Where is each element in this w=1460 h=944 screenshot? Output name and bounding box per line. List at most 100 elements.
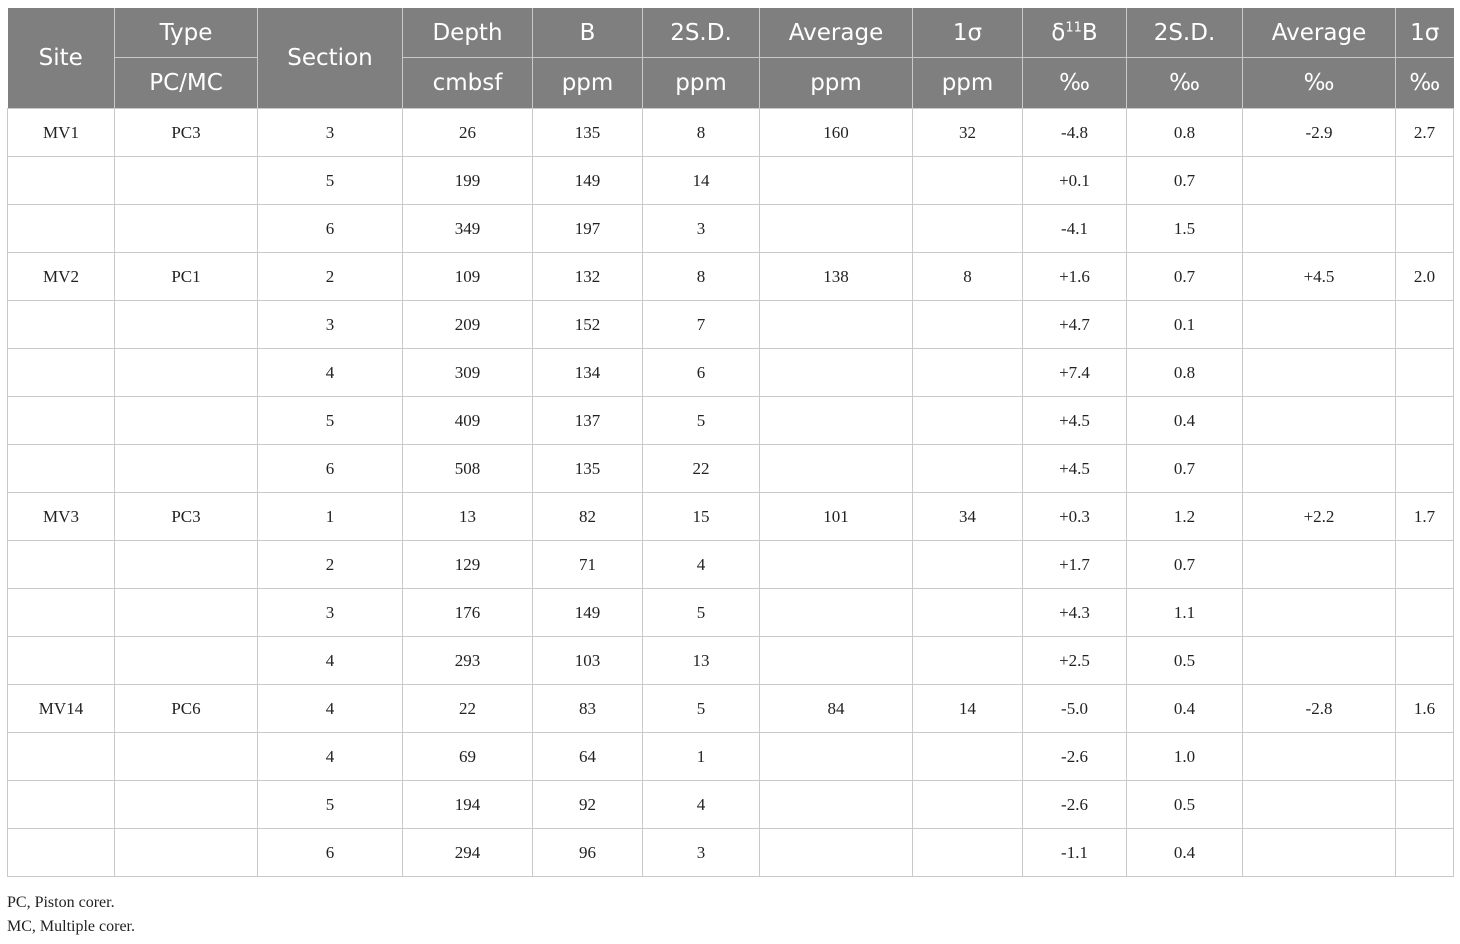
cell-type: PC6 [114,684,258,733]
cell-sd-d11b: 0.8 [1126,108,1243,157]
cell-section: 5 [257,396,403,445]
cell-type [114,780,258,829]
footnote-mc: MC, Multiple corer. [7,918,135,935]
cell-d11b: +2.5 [1022,636,1127,685]
cell-b: 149 [532,588,643,637]
cell-site [7,156,115,205]
cell-section: 3 [257,588,403,637]
header-sigma-d11b: 1σ [1395,8,1454,58]
cell-site [7,636,115,685]
header-sigma-d11b-unit: ‰ [1395,57,1454,109]
cell-sigma-b: 34 [912,492,1023,541]
cell-sd-d11b: 0.4 [1126,684,1243,733]
cell-average-b: 101 [759,492,913,541]
header-type: Type [114,8,258,58]
cell-sigma-d11b [1395,444,1454,493]
header-sigma-b: 1σ [912,8,1023,58]
cell-sigma-b: 14 [912,684,1023,733]
cell-sd-b: 6 [642,348,760,397]
cell-average-b: 160 [759,108,913,157]
cell-section: 3 [257,300,403,349]
cell-average-d11b [1242,636,1396,685]
footnotes: PC, Piston corer. MC, Multiple corer. [7,891,135,939]
cell-d11b: +7.4 [1022,348,1127,397]
cell-average-d11b [1242,588,1396,637]
cell-sigma-b [912,204,1023,253]
header-d11b: δ11B [1022,8,1127,58]
cell-average-b [759,636,913,685]
header-site: Site [7,8,115,109]
cell-site: MV14 [7,684,115,733]
cell-sigma-d11b [1395,588,1454,637]
cell-site [7,348,115,397]
cell-section: 5 [257,780,403,829]
cell-section: 2 [257,540,403,589]
cell-sd-b: 3 [642,204,760,253]
cell-sd-b: 8 [642,252,760,301]
cell-d11b: +1.7 [1022,540,1127,589]
cell-section: 6 [257,828,403,877]
cell-average-d11b [1242,780,1396,829]
cell-d11b: -4.8 [1022,108,1127,157]
cell-sigma-b [912,396,1023,445]
cell-b: 92 [532,780,643,829]
cell-average-b: 84 [759,684,913,733]
cell-average-b [759,348,913,397]
cell-b: 71 [532,540,643,589]
header-sd-d11b-unit: ‰ [1126,57,1243,109]
table-row: 5 199 149 14 +0.1 0.7 [7,156,1454,205]
cell-type [114,204,258,253]
table-row: 6 349 197 3 -4.1 1.5 [7,204,1454,253]
cell-average-d11b: -2.8 [1242,684,1396,733]
cell-sigma-b [912,156,1023,205]
cell-average-d11b: +4.5 [1242,252,1396,301]
cell-type [114,588,258,637]
cell-site: MV3 [7,492,115,541]
header-average-d11b: Average [1242,8,1396,58]
header-sd-b-unit: ppm [642,57,760,109]
header-section: Section [257,8,403,109]
cell-average-b: 138 [759,252,913,301]
cell-b: 82 [532,492,643,541]
cell-average-d11b [1242,828,1396,877]
cell-type [114,300,258,349]
cell-sd-b: 8 [642,108,760,157]
header-depth-unit: cmbsf [402,57,533,109]
cell-site [7,300,115,349]
cell-average-d11b [1242,540,1396,589]
cell-site [7,444,115,493]
cell-average-b [759,732,913,781]
cell-sd-b: 15 [642,492,760,541]
cell-sd-b: 5 [642,396,760,445]
cell-sd-b: 1 [642,732,760,781]
cell-average-d11b: -2.9 [1242,108,1396,157]
cell-sd-b: 5 [642,684,760,733]
cell-section: 5 [257,156,403,205]
table-row: MV2 PC1 2 109 132 8 138 8 +1.6 0.7 +4.5 2.0 [7,252,1454,301]
cell-b: 135 [532,108,643,157]
table-row: 4 293 103 13 +2.5 0.5 [7,636,1454,685]
cell-sd-b: 13 [642,636,760,685]
table-row: 6 294 96 3 -1.1 0.4 [7,828,1454,877]
cell-sigma-d11b [1395,396,1454,445]
cell-sd-b: 3 [642,828,760,877]
cell-sigma-d11b [1395,540,1454,589]
cell-depth: 409 [402,396,533,445]
cell-sd-b: 14 [642,156,760,205]
cell-average-b [759,780,913,829]
cell-depth: 293 [402,636,533,685]
table-row: 5 194 92 4 -2.6 0.5 [7,780,1454,829]
cell-sd-d11b: 0.7 [1126,540,1243,589]
header-average-b-unit: ppm [759,57,913,109]
cell-sigma-b [912,780,1023,829]
cell-b: 149 [532,156,643,205]
cell-type [114,828,258,877]
cell-section: 6 [257,444,403,493]
cell-site [7,780,115,829]
cell-site [7,396,115,445]
cell-sd-d11b: 0.7 [1126,156,1243,205]
table-body: MV1 PC3 3 26 135 8 160 32 -4.8 0.8 -2.9 2.7 5 199 149 1… [7,108,1454,877]
cell-section: 4 [257,636,403,685]
cell-depth: 209 [402,300,533,349]
cell-sigma-d11b [1395,636,1454,685]
